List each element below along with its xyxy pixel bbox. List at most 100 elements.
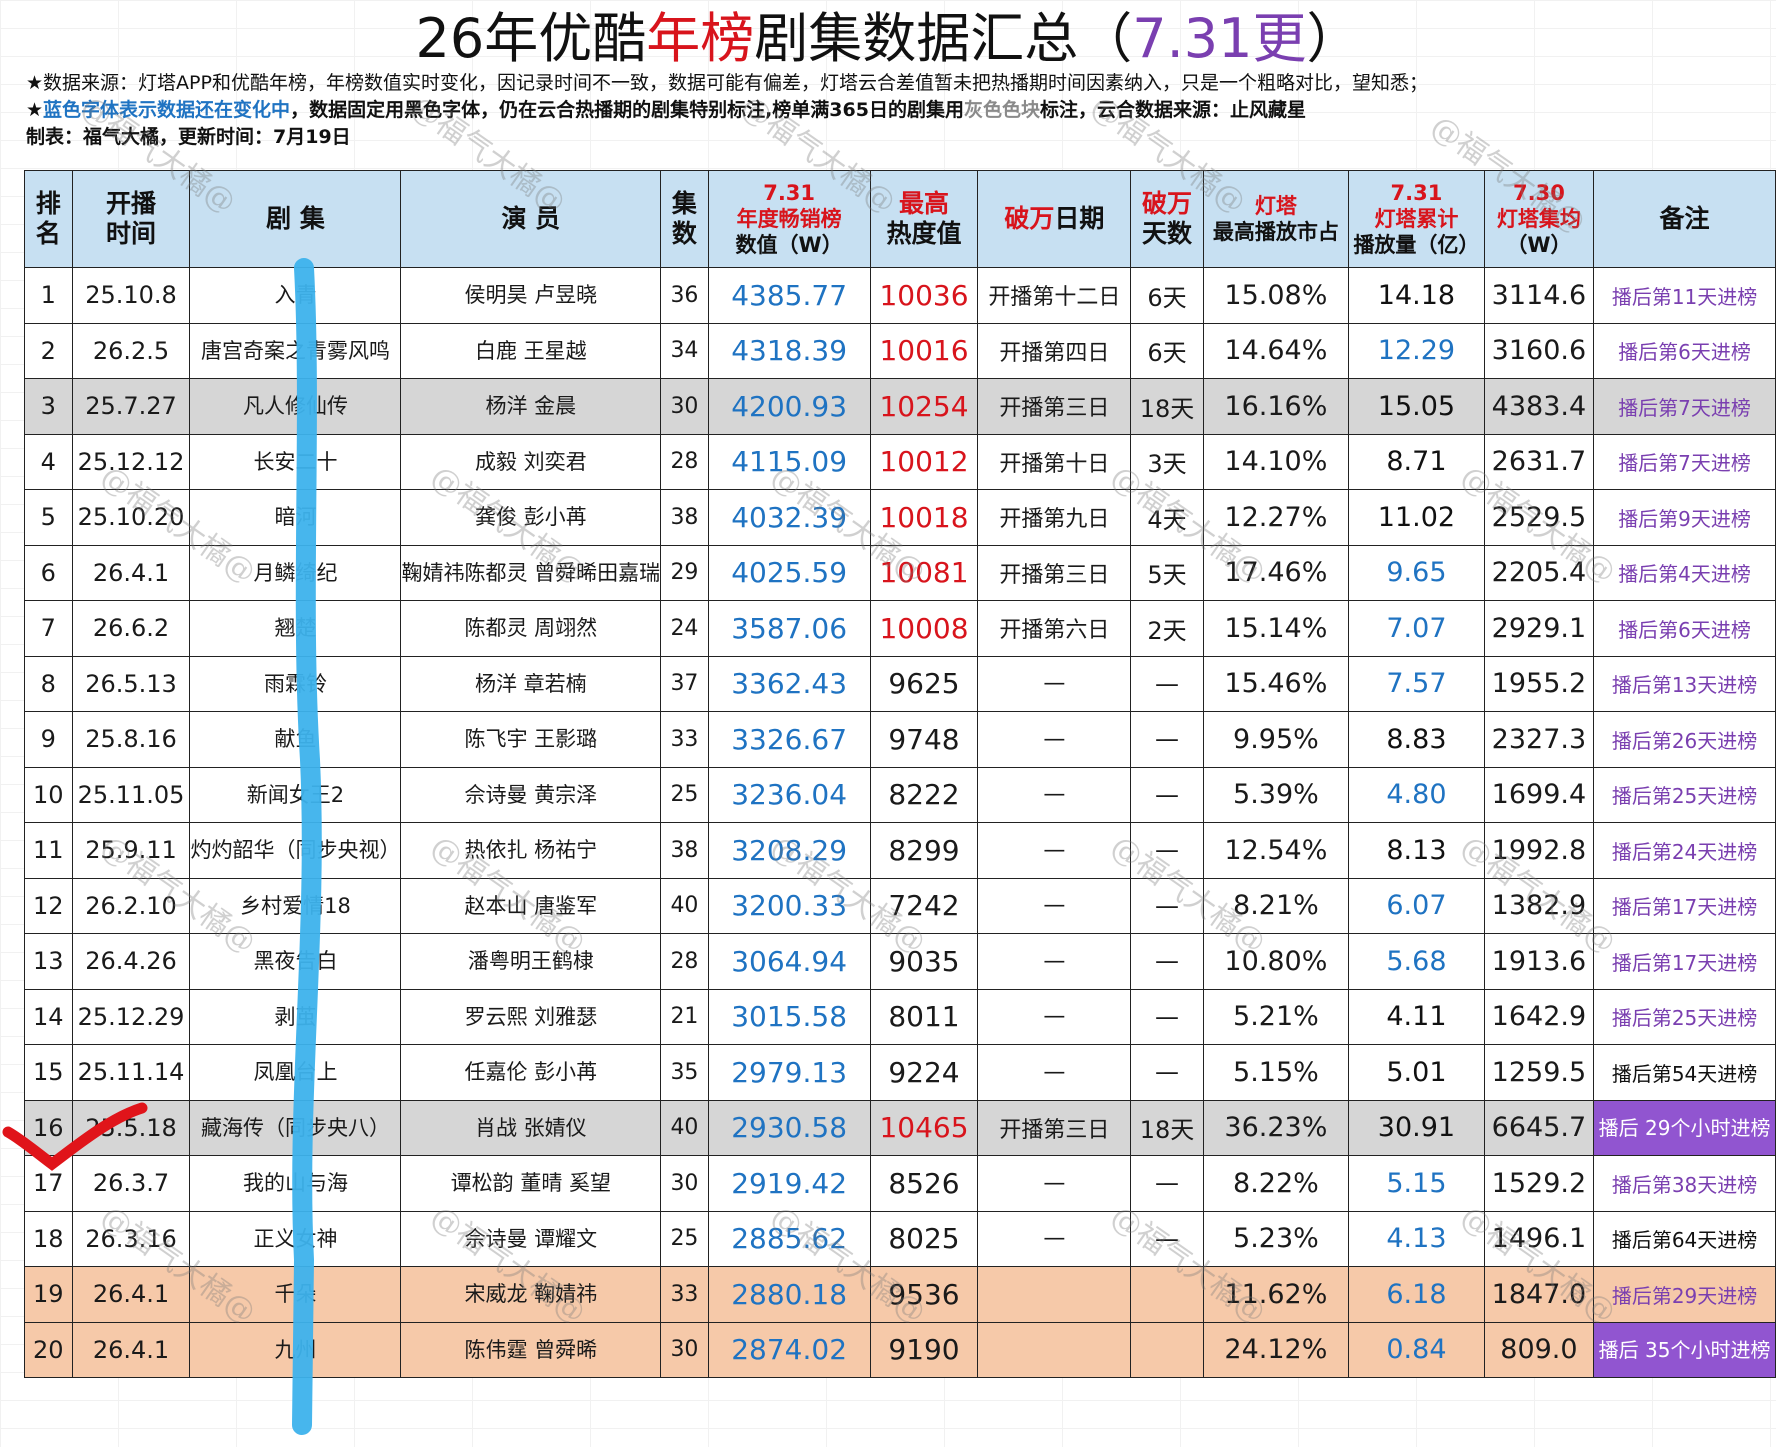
- cell-avg: 1642.9: [1483, 988, 1595, 1045]
- cell-remark: 播后 35个小时进榜: [1593, 1321, 1776, 1378]
- cell-eps: 34: [660, 322, 709, 379]
- cell-eps: 38: [660, 822, 709, 879]
- cell-date: —: [977, 655, 1132, 712]
- cell-actors: 佘诗曼 黄宗泽: [400, 766, 662, 823]
- cell-cum: 9.65: [1348, 544, 1485, 601]
- cell-days: —: [1130, 1155, 1204, 1212]
- cell-share: 10.80%: [1202, 933, 1350, 990]
- cell-actors: 任嘉伦 彭小苒: [400, 1044, 662, 1101]
- cell-remark: 播后第13天进榜: [1593, 655, 1776, 712]
- cell-date: —: [977, 1155, 1132, 1212]
- cell-remark: 播后第29天进榜: [1593, 1266, 1776, 1323]
- cell-start: 26.3.16: [71, 1210, 191, 1267]
- cell-rank: 15: [24, 1044, 73, 1101]
- cell-drama: 灼灼韶华（同步央视）: [189, 822, 402, 879]
- cell-heat: 9190: [869, 1321, 979, 1378]
- cell-days: 4天: [1130, 489, 1204, 546]
- cell-date: —: [977, 877, 1132, 934]
- cell-avg: 3160.6: [1483, 322, 1595, 379]
- cell-heat: 8526: [869, 1155, 979, 1212]
- cell-rank: 5: [24, 489, 73, 546]
- cell-avg: 1955.2: [1483, 655, 1595, 712]
- cell-rank: 14: [24, 988, 73, 1045]
- cell-sales: 3362.43: [707, 655, 871, 712]
- cell-sales: 2979.13: [707, 1044, 871, 1101]
- cell-rank: 8: [24, 655, 73, 712]
- cell-remark: 播后第26天进榜: [1593, 711, 1776, 768]
- cell-avg: 809.0: [1483, 1321, 1595, 1378]
- cell-sales: 3200.33: [707, 877, 871, 934]
- cell-drama: 雨霖铃: [189, 655, 402, 712]
- cell-remark: 播后第64天进榜: [1593, 1210, 1776, 1267]
- cell-cum: 15.05: [1348, 378, 1485, 435]
- table-row: 18 26.3.16 正义女神 佘诗曼 谭耀文 25 2885.62 8025— —5.23%…: [24, 1210, 1776, 1267]
- cell-date: 开播第三日: [977, 378, 1132, 435]
- header-drama: 剧 集: [189, 170, 402, 268]
- cell-cum: 7.57: [1348, 655, 1485, 712]
- table-row: 6 26.4.1 月鳞绮纪 鞠婧祎陈都灵 曾舜晞田嘉瑞 29 4025.59 10081 开播…: [24, 544, 1776, 601]
- cell-share: 5.21%: [1202, 988, 1350, 1045]
- cell-cum: 12.29: [1348, 322, 1485, 379]
- cell-eps: 40: [660, 1099, 709, 1156]
- cell-rank: 13: [24, 933, 73, 990]
- table-row: 14 25.12.29 剥茧 罗云熙 刘雅瑟 21 3015.58 8011— —5.21% 4…: [24, 988, 1776, 1045]
- cell-drama: 暗河: [189, 489, 402, 546]
- header-date: 破万日期: [977, 170, 1132, 268]
- cell-start: 26.2.10: [71, 877, 191, 934]
- cell-rank: 12: [24, 877, 73, 934]
- cell-eps: 28: [660, 933, 709, 990]
- cell-actors: 白鹿 王星越: [400, 322, 662, 379]
- cell-heat: 9035: [869, 933, 979, 990]
- cell-sales: 2930.58: [707, 1099, 871, 1156]
- cell-heat: 8222: [869, 766, 979, 823]
- cell-sales: 3015.58: [707, 988, 871, 1045]
- cell-cum: 4.11: [1348, 988, 1485, 1045]
- cell-start: 26.4.26: [71, 933, 191, 990]
- cell-share: 12.54%: [1202, 822, 1350, 879]
- cell-rank: 1: [24, 267, 73, 324]
- cell-heat: 10081: [869, 544, 979, 601]
- cell-share: 36.23%: [1202, 1099, 1350, 1156]
- cell-drama: 黑夜告白: [189, 933, 402, 990]
- header-cum: 7.31 灯塔累计 播放量（亿）: [1348, 170, 1485, 268]
- cell-remark: 播后第38天进榜: [1593, 1155, 1776, 1212]
- header-row: 排名 开播 时间 剧 集 演 员 集数 7.31 年度畅销榜 数值（W） 最高 热度值 …: [24, 170, 1776, 268]
- cell-cum: 14.18: [1348, 267, 1485, 324]
- cell-share: 14.10%: [1202, 433, 1350, 490]
- cell-start: 25.9.11: [71, 822, 191, 879]
- cell-date: —: [977, 1044, 1132, 1101]
- cell-share: 15.08%: [1202, 267, 1350, 324]
- cell-cum: 11.02: [1348, 489, 1485, 546]
- cell-days: 6天: [1130, 267, 1204, 324]
- cell-start: 26.6.2: [71, 600, 191, 657]
- cell-remark: 播后第7天进榜: [1593, 378, 1776, 435]
- cell-share: 24.12%: [1202, 1321, 1350, 1378]
- cell-eps: 36: [660, 267, 709, 324]
- cell-rank: 20: [24, 1321, 73, 1378]
- cell-drama: 翘楚: [189, 600, 402, 657]
- cell-remark: 播后第17天进榜: [1593, 933, 1776, 990]
- cell-date: [977, 1266, 1132, 1323]
- cell-remark: 播后第54天进榜: [1593, 1044, 1776, 1101]
- cell-rank: 4: [24, 433, 73, 490]
- header-days: 破万 天数: [1130, 170, 1204, 268]
- cell-remark: 播后第17天进榜: [1593, 877, 1776, 934]
- cell-remark: 播后第25天进榜: [1593, 766, 1776, 823]
- table-row: 10 25.11.05 新闻女王2 佘诗曼 黄宗泽 25 3236.04 8222— —5.3…: [24, 766, 1776, 823]
- cell-actors: 肖战 张婧仪: [400, 1099, 662, 1156]
- cell-eps: 33: [660, 711, 709, 768]
- cell-days: 5天: [1130, 544, 1204, 601]
- cell-drama: 唐宫奇案之青雾风鸣: [189, 322, 402, 379]
- cell-eps: 28: [660, 433, 709, 490]
- cell-actors: 陈都灵 周翊然: [400, 600, 662, 657]
- cell-sales: 3208.29: [707, 822, 871, 879]
- cell-sales: 4200.93: [707, 378, 871, 435]
- table-row: 13 26.4.26 黑夜告白 潘粤明王鹤棣 28 3064.94 9035— —10.80%…: [24, 933, 1776, 990]
- cell-days: [1130, 1266, 1204, 1323]
- cell-drama: 乡村爱情18: [189, 877, 402, 934]
- cell-share: 8.22%: [1202, 1155, 1350, 1212]
- cell-eps: 35: [660, 1044, 709, 1101]
- cell-eps: 30: [660, 1321, 709, 1378]
- cell-remark: 播后第7天进榜: [1593, 433, 1776, 490]
- cell-start: 26.4.1: [71, 1266, 191, 1323]
